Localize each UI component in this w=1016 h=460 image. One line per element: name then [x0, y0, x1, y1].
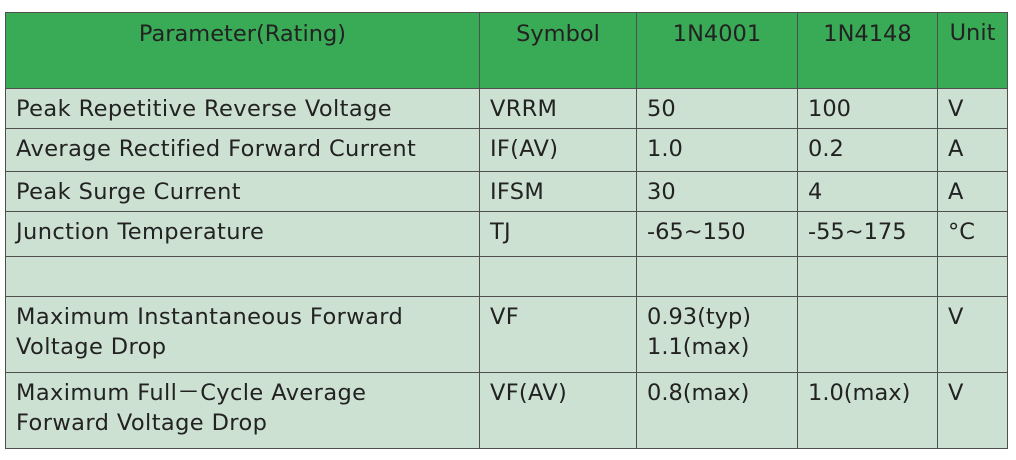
- cell-symbol: IF(AV): [479, 128, 637, 172]
- table-row: Average Rectified Forward Current IF(AV)…: [5, 128, 1008, 172]
- cell-symbol: IFSM: [479, 171, 637, 212]
- header-symbol: Symbol: [479, 12, 637, 89]
- cell-symbol: [479, 256, 637, 297]
- header-row: Parameter(Rating) Symbol 1N4001 1N4148 U…: [5, 12, 1008, 89]
- table-row: Maximum Full－Cycle Average Forward Volta…: [5, 372, 1008, 449]
- cell-1n4001: -65~150: [636, 211, 798, 257]
- cell-parameter: Peak Surge Current: [5, 171, 480, 212]
- cell-1n4148: 100: [797, 88, 938, 129]
- table-row: Maximum Instantaneous Forward Voltage Dr…: [5, 296, 1008, 373]
- cell-parameter: [5, 256, 480, 297]
- cell-unit: A: [937, 128, 1008, 172]
- cell-parameter: Maximum Full－Cycle Average Forward Volta…: [5, 372, 480, 449]
- cell-1n4148: 0.2: [797, 128, 938, 172]
- cell-1n4148: -55~175: [797, 211, 938, 257]
- header-unit: Unit: [937, 12, 1008, 89]
- cell-symbol: VRRM: [479, 88, 637, 129]
- cell-parameter: Junction Temperature: [5, 211, 480, 257]
- cell-parameter: Peak Repetitive Reverse Voltage: [5, 88, 480, 129]
- cell-1n4148: 1.0(max): [797, 372, 938, 449]
- cell-parameter: Average Rectified Forward Current: [5, 128, 480, 172]
- cell-1n4001: 1.0: [636, 128, 798, 172]
- cell-1n4001: 0.93(typ) 1.1(max): [636, 296, 798, 373]
- header-1n4001: 1N4001: [636, 12, 798, 89]
- cell-unit: °C: [937, 211, 1008, 257]
- header-1n4148: 1N4148: [797, 12, 938, 89]
- cell-1n4148: [797, 296, 938, 373]
- diode-ratings-table: Parameter(Rating) Symbol 1N4001 1N4148 U…: [5, 12, 1008, 449]
- cell-symbol: VF: [479, 296, 637, 373]
- cell-1n4148: [797, 256, 938, 297]
- cell-unit: V: [937, 372, 1008, 449]
- cell-parameter: Maximum Instantaneous Forward Voltage Dr…: [5, 296, 480, 373]
- cell-1n4001: 50: [636, 88, 798, 129]
- cell-1n4001: [636, 256, 798, 297]
- cell-unit: V: [937, 88, 1008, 129]
- cell-unit: [937, 256, 1008, 297]
- cell-unit: V: [937, 296, 1008, 373]
- cell-symbol: TJ: [479, 211, 637, 257]
- table-row: Junction Temperature TJ -65~150 -55~175 …: [5, 211, 1008, 257]
- cell-1n4001: 30: [636, 171, 798, 212]
- header-parameter: Parameter(Rating): [5, 12, 480, 89]
- cell-unit: A: [937, 171, 1008, 212]
- table-row: Peak Repetitive Reverse Voltage VRRM 50 …: [5, 88, 1008, 129]
- table-row-empty: [5, 256, 1008, 297]
- table-row: Peak Surge Current IFSM 30 4 A: [5, 171, 1008, 212]
- cell-1n4148: 4: [797, 171, 938, 212]
- cell-symbol: VF(AV): [479, 372, 637, 449]
- cell-1n4001: 0.8(max): [636, 372, 798, 449]
